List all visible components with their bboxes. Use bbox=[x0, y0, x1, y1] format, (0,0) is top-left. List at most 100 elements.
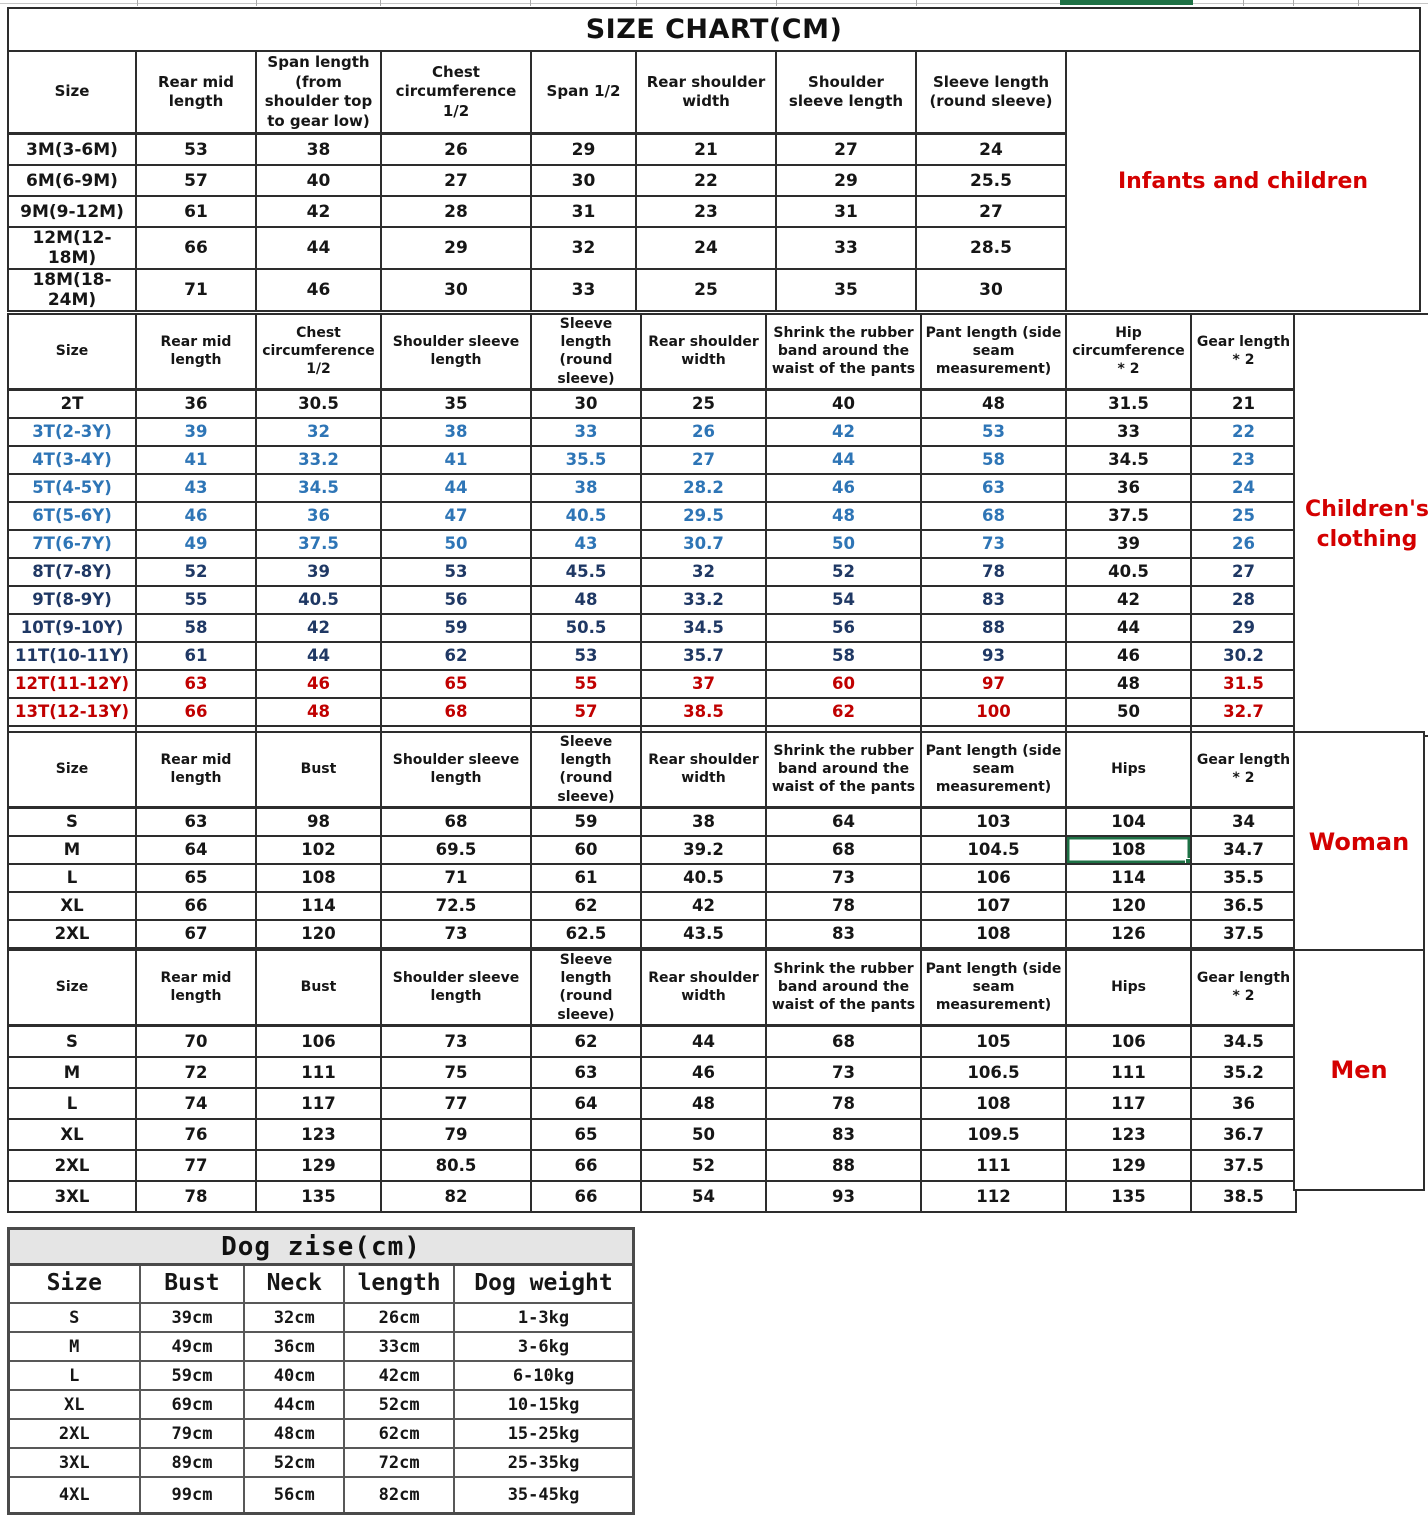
value-cell[interactable]: 69.5 bbox=[380, 834, 532, 865]
value-cell[interactable]: 30 bbox=[530, 164, 637, 197]
value-cell[interactable]: 78 bbox=[765, 890, 922, 921]
value-cell[interactable]: 63 bbox=[530, 1055, 642, 1089]
value-cell[interactable]: 34 bbox=[1190, 806, 1297, 837]
value-cell[interactable]: 42cm bbox=[343, 1360, 456, 1391]
value-cell[interactable]: 21 bbox=[1190, 388, 1297, 419]
value-cell[interactable]: 46 bbox=[640, 1055, 767, 1089]
size-cell[interactable]: XL bbox=[7, 1389, 141, 1420]
value-cell[interactable]: 114 bbox=[1065, 862, 1192, 893]
value-cell[interactable]: 52cm bbox=[243, 1447, 346, 1478]
value-cell[interactable]: 102 bbox=[255, 834, 382, 865]
value-cell[interactable]: 93 bbox=[765, 1179, 922, 1213]
value-cell[interactable]: 31 bbox=[775, 195, 917, 228]
value-cell[interactable]: 41 bbox=[380, 444, 532, 475]
value-cell[interactable]: 60 bbox=[530, 834, 642, 865]
size-cell[interactable]: L bbox=[7, 1360, 141, 1391]
value-cell[interactable]: 27 bbox=[640, 444, 767, 475]
value-cell[interactable]: 64 bbox=[765, 806, 922, 837]
value-cell[interactable]: 93 bbox=[920, 640, 1067, 671]
size-cell[interactable]: 4T(3-4Y) bbox=[7, 444, 137, 475]
size-cell[interactable]: 12M(12-18M) bbox=[7, 226, 137, 270]
value-cell[interactable]: 72 bbox=[135, 1055, 257, 1089]
value-cell[interactable]: 34.7 bbox=[1190, 834, 1297, 865]
value-cell[interactable]: 40 bbox=[255, 164, 382, 197]
value-cell[interactable]: 39 bbox=[255, 556, 382, 587]
value-cell[interactable]: 89cm bbox=[138, 1447, 246, 1478]
value-cell[interactable]: 66 bbox=[135, 696, 257, 727]
value-cell[interactable]: 66 bbox=[530, 1148, 642, 1182]
value-cell[interactable]: 33.2 bbox=[255, 444, 382, 475]
value-cell[interactable]: 40 bbox=[765, 388, 922, 419]
value-cell[interactable]: 59 bbox=[380, 612, 532, 643]
value-cell[interactable]: 129 bbox=[255, 1148, 382, 1182]
value-cell[interactable]: 78 bbox=[765, 1086, 922, 1120]
value-cell[interactable]: 109.5 bbox=[920, 1117, 1067, 1151]
size-cell[interactable]: 13T(12-13Y) bbox=[7, 696, 137, 727]
value-cell[interactable]: 106.5 bbox=[920, 1055, 1067, 1089]
value-cell[interactable]: 68 bbox=[380, 696, 532, 727]
value-cell[interactable]: 67 bbox=[135, 918, 257, 949]
value-cell[interactable]: 38.5 bbox=[1190, 1179, 1297, 1213]
value-cell[interactable]: 27 bbox=[915, 195, 1067, 228]
value-cell[interactable]: 29 bbox=[380, 226, 532, 270]
value-cell[interactable]: 106 bbox=[920, 862, 1067, 893]
value-cell[interactable]: 58 bbox=[135, 612, 257, 643]
size-cell[interactable]: 9M(9-12M) bbox=[7, 195, 137, 228]
value-cell[interactable]: 68 bbox=[765, 1024, 922, 1058]
value-cell[interactable]: 65 bbox=[135, 862, 257, 893]
value-cell[interactable]: 88 bbox=[765, 1148, 922, 1182]
size-cell[interactable]: XL bbox=[7, 890, 137, 921]
value-cell[interactable]: 62 bbox=[380, 640, 532, 671]
value-cell[interactable]: 46 bbox=[255, 268, 382, 312]
value-cell[interactable]: 104.5 bbox=[920, 834, 1067, 865]
size-cell[interactable]: L bbox=[7, 862, 137, 893]
value-cell[interactable]: 29 bbox=[775, 164, 917, 197]
value-cell[interactable]: 43 bbox=[530, 528, 642, 559]
value-cell[interactable]: 135 bbox=[1065, 1179, 1192, 1213]
value-cell[interactable]: 24 bbox=[1190, 472, 1297, 503]
size-cell[interactable]: 3XL bbox=[7, 1447, 141, 1478]
value-cell[interactable]: 50.5 bbox=[530, 612, 642, 643]
value-cell[interactable]: 33 bbox=[530, 416, 642, 447]
value-cell[interactable]: 129 bbox=[1065, 1148, 1192, 1182]
value-cell[interactable]: 32.7 bbox=[1190, 696, 1297, 727]
value-cell[interactable]: 27 bbox=[380, 164, 532, 197]
value-cell[interactable]: 50 bbox=[1065, 696, 1192, 727]
value-cell[interactable]: 44 bbox=[255, 640, 382, 671]
size-cell[interactable]: 3T(2-3Y) bbox=[7, 416, 137, 447]
value-cell[interactable]: 117 bbox=[1065, 1086, 1192, 1120]
value-cell[interactable]: 26cm bbox=[343, 1302, 456, 1333]
value-cell[interactable]: 25-35kg bbox=[453, 1447, 635, 1478]
value-cell[interactable]: 26 bbox=[640, 416, 767, 447]
value-cell[interactable]: 75 bbox=[380, 1055, 532, 1089]
value-cell[interactable]: 25 bbox=[640, 388, 767, 419]
size-cell[interactable]: S bbox=[7, 806, 137, 837]
value-cell[interactable]: 76 bbox=[135, 1117, 257, 1151]
value-cell[interactable]: 42 bbox=[640, 890, 767, 921]
value-cell[interactable]: 48 bbox=[530, 584, 642, 615]
value-cell[interactable]: 111 bbox=[1065, 1055, 1192, 1089]
value-cell[interactable]: 35 bbox=[775, 268, 917, 312]
value-cell[interactable]: 48 bbox=[255, 696, 382, 727]
value-cell[interactable]: 6-10kg bbox=[453, 1360, 635, 1391]
value-cell[interactable]: 52 bbox=[765, 556, 922, 587]
value-cell[interactable]: 44 bbox=[765, 444, 922, 475]
value-cell[interactable]: 37.5 bbox=[1190, 918, 1297, 949]
value-cell[interactable]: 30.7 bbox=[640, 528, 767, 559]
value-cell[interactable]: 57 bbox=[135, 164, 257, 197]
value-cell[interactable]: 37 bbox=[640, 668, 767, 699]
value-cell[interactable]: 126 bbox=[1065, 918, 1192, 949]
value-cell[interactable]: 42 bbox=[255, 195, 382, 228]
value-cell[interactable]: 98 bbox=[255, 806, 382, 837]
value-cell[interactable]: 47 bbox=[380, 500, 532, 531]
value-cell[interactable]: 78 bbox=[135, 1179, 257, 1213]
value-cell[interactable]: 46 bbox=[765, 472, 922, 503]
size-cell[interactable]: 6T(5-6Y) bbox=[7, 500, 137, 531]
value-cell[interactable]: 52 bbox=[640, 1148, 767, 1182]
value-cell[interactable]: 28.2 bbox=[640, 472, 767, 503]
value-cell[interactable]: 29 bbox=[1190, 612, 1297, 643]
value-cell[interactable]: 62 bbox=[765, 696, 922, 727]
value-cell[interactable]: 31.5 bbox=[1190, 668, 1297, 699]
value-cell[interactable]: 38 bbox=[530, 472, 642, 503]
size-cell[interactable]: S bbox=[7, 1024, 137, 1058]
